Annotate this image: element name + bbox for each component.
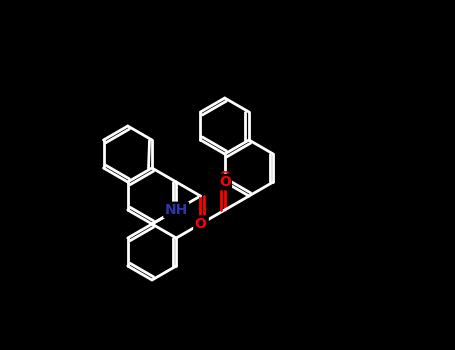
Text: O: O bbox=[195, 217, 207, 231]
Text: O: O bbox=[196, 217, 207, 231]
Text: O: O bbox=[219, 175, 231, 189]
Text: O: O bbox=[197, 214, 208, 226]
Text: O: O bbox=[219, 170, 230, 183]
Text: NH: NH bbox=[165, 203, 188, 217]
Text: O: O bbox=[195, 223, 206, 236]
Text: NH: NH bbox=[167, 202, 187, 215]
